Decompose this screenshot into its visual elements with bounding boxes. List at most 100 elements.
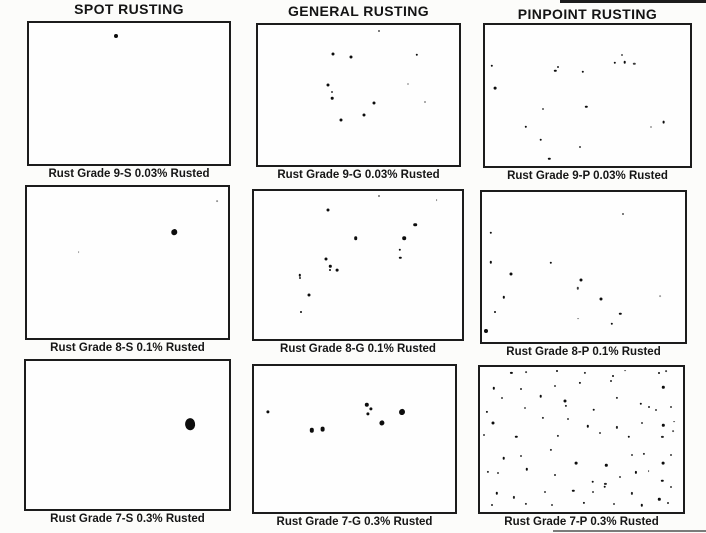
rust-spot bbox=[490, 503, 493, 506]
rust-spot bbox=[619, 475, 622, 478]
rust-spot bbox=[486, 471, 489, 474]
rust-spot bbox=[565, 404, 568, 407]
rust-spot bbox=[398, 248, 401, 252]
rust-panel-7-P bbox=[478, 365, 685, 514]
rust-spot bbox=[669, 453, 672, 456]
rust-spot bbox=[577, 317, 579, 320]
rust-spot bbox=[578, 381, 582, 384]
rust-spot bbox=[485, 410, 488, 413]
rust-spot bbox=[631, 453, 634, 456]
rust-spot bbox=[634, 471, 637, 474]
panel-caption: Rust Grade 9-G 0.03% Rusted bbox=[277, 169, 440, 181]
rust-spot bbox=[502, 457, 505, 460]
rust-spot bbox=[627, 435, 631, 439]
rust-spot bbox=[611, 374, 614, 377]
rust-spot bbox=[661, 479, 664, 483]
rust-spot bbox=[402, 236, 407, 241]
rust-spot bbox=[639, 402, 642, 406]
rust-spot bbox=[524, 125, 528, 129]
rust-spot bbox=[610, 379, 613, 382]
rust-spot bbox=[548, 157, 551, 161]
rust-spot bbox=[335, 268, 339, 272]
rust-spot bbox=[328, 265, 332, 268]
rust-spot bbox=[582, 502, 586, 505]
rust-spot bbox=[525, 371, 527, 373]
rust-spot bbox=[554, 69, 557, 72]
rust-spot bbox=[640, 503, 643, 507]
rust-spot bbox=[326, 208, 330, 212]
rust-spot bbox=[489, 260, 492, 264]
rust-spot bbox=[647, 469, 650, 472]
rust-spot bbox=[216, 200, 219, 203]
rust-spot bbox=[670, 405, 673, 408]
rust-spot bbox=[483, 329, 488, 334]
rust-spot bbox=[604, 482, 607, 485]
rust-spot bbox=[491, 421, 495, 425]
rust-spot bbox=[576, 287, 580, 290]
rust-spot bbox=[567, 417, 570, 420]
rust-spot bbox=[661, 435, 664, 439]
panel-caption: Rust Grade 8-P 0.1% Rusted bbox=[506, 346, 661, 358]
rust-spot bbox=[662, 386, 665, 389]
rust-spot bbox=[520, 455, 523, 458]
rust-spot bbox=[372, 101, 376, 105]
panel-caption: Rust Grade 7-S 0.3% Rusted bbox=[50, 513, 205, 525]
rust-spot bbox=[571, 489, 575, 492]
rust-spot bbox=[495, 492, 498, 495]
rust-spot bbox=[591, 490, 594, 493]
rust-spot bbox=[672, 430, 675, 433]
panel-caption: Rust Grade 7-P 0.3% Rusted bbox=[504, 516, 659, 528]
column-header: PINPOINT RUSTING bbox=[517, 6, 658, 22]
rust-spot bbox=[598, 432, 601, 435]
rust-spot bbox=[553, 474, 556, 477]
panel-caption: Rust Grade 9-S 0.03% Rusted bbox=[48, 168, 210, 180]
rust-spot bbox=[324, 257, 328, 261]
rust-spot bbox=[659, 295, 662, 298]
rust-spot bbox=[496, 472, 499, 475]
rust-spot bbox=[492, 387, 495, 390]
rust-spot bbox=[309, 428, 315, 433]
rust-spot bbox=[490, 64, 493, 68]
rust-spot bbox=[415, 53, 419, 57]
rust-panel-7-G bbox=[252, 364, 457, 514]
rust-spot bbox=[592, 408, 595, 412]
column-header: GENERAL RUSTING bbox=[287, 3, 430, 19]
rust-spot bbox=[591, 480, 595, 484]
rust-spot bbox=[581, 70, 584, 73]
rust-spot bbox=[378, 29, 380, 32]
rust-spot bbox=[585, 105, 588, 108]
rust-spot bbox=[616, 397, 619, 400]
rust-panel-8-G bbox=[252, 189, 464, 341]
rust-spot bbox=[579, 278, 583, 282]
rust-spot bbox=[658, 498, 661, 501]
rust-spot bbox=[500, 397, 503, 400]
rust-spot bbox=[368, 407, 373, 411]
rust-spot bbox=[619, 312, 622, 315]
rust-spot bbox=[549, 448, 552, 451]
rust-spot bbox=[623, 60, 626, 64]
rust-spot bbox=[520, 388, 523, 391]
rust-spot bbox=[650, 126, 653, 129]
rust-spot bbox=[307, 293, 311, 297]
scan-line-top-right bbox=[560, 0, 706, 3]
rust-spot bbox=[413, 223, 417, 227]
rust-spot bbox=[364, 402, 369, 408]
rust-spot bbox=[549, 261, 552, 265]
rust-spot bbox=[665, 370, 668, 372]
rust-spot bbox=[541, 416, 544, 419]
rust-spot bbox=[613, 61, 616, 65]
rust-spot bbox=[586, 425, 589, 428]
rust-panel-9-G bbox=[256, 23, 461, 167]
rust-spot bbox=[603, 485, 606, 489]
rust-spot bbox=[493, 310, 496, 313]
rust-spot bbox=[379, 420, 386, 427]
rust-spot bbox=[435, 198, 438, 201]
rust-spot bbox=[541, 107, 544, 110]
rust-spot bbox=[605, 464, 608, 467]
rust-spot bbox=[378, 194, 380, 197]
rust-spot bbox=[482, 434, 485, 437]
rust-spot bbox=[399, 256, 402, 259]
rust-spot bbox=[183, 417, 197, 431]
rust-spot bbox=[658, 371, 661, 374]
rust-spot bbox=[647, 405, 650, 408]
